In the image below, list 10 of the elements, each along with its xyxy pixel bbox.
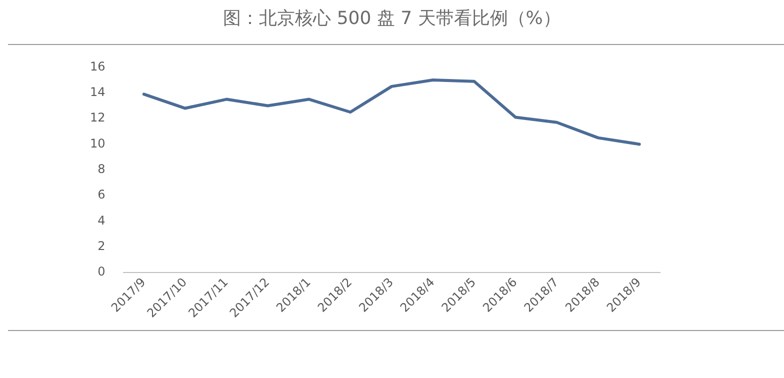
y-tick-label: 4	[98, 213, 106, 228]
chart-title: 图：北京核心 500 盘 7 天带看比例（%）	[222, 7, 562, 30]
y-tick-label: 6	[98, 188, 106, 202]
y-tick-label: 0	[98, 264, 106, 279]
y-tick-label: 12	[90, 110, 106, 125]
y-tick-label: 14	[90, 84, 106, 99]
y-tick-label: 10	[90, 136, 106, 150]
y-tick-label: 2	[98, 239, 106, 254]
y-tick-label: 8	[98, 162, 106, 176]
y-tick-label: 16	[90, 59, 106, 74]
